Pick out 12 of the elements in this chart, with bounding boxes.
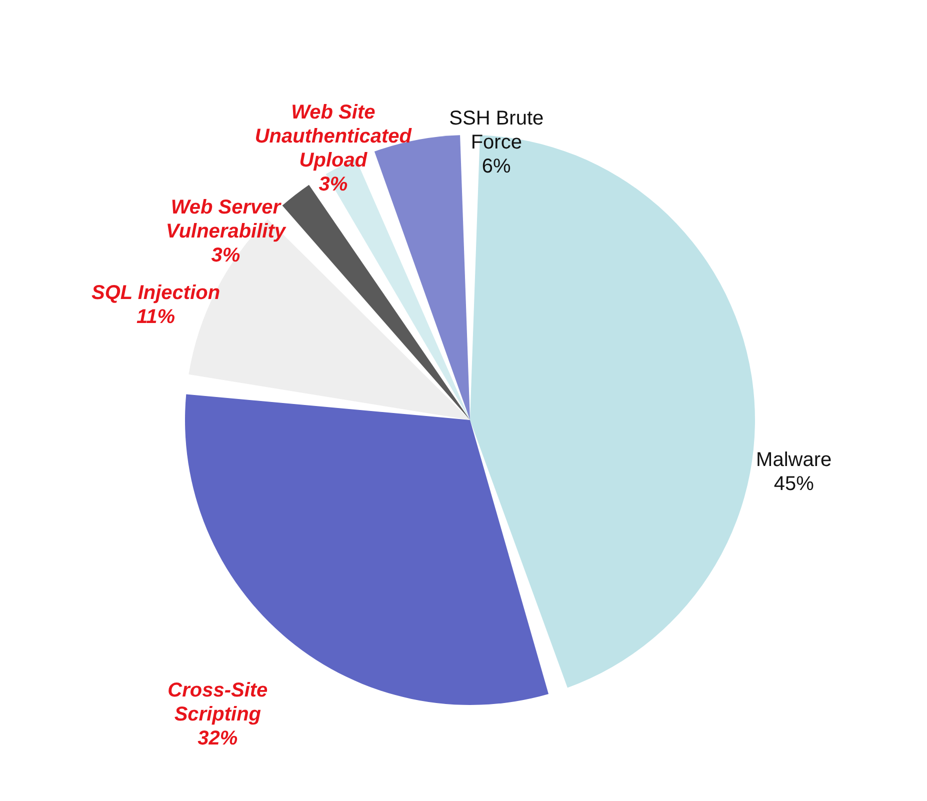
data-label: 11%: [136, 306, 176, 328]
slice-label: Cross-Site Scripting: [168, 680, 268, 726]
data-label: 32%: [198, 728, 238, 750]
slice-label: Web Site Unauthenticated Upload: [254, 102, 412, 172]
data-label: 45%: [774, 472, 814, 495]
slice-label: SQL Injection: [92, 282, 220, 304]
slice-label: Malware: [756, 448, 832, 471]
slice-label: Web Server Vulnerability: [166, 196, 286, 243]
data-label: 3%: [318, 174, 348, 196]
slice-label: SSH Brute Force: [449, 107, 544, 154]
data-label: 6%: [482, 155, 512, 178]
data-label: 3%: [211, 244, 240, 267]
